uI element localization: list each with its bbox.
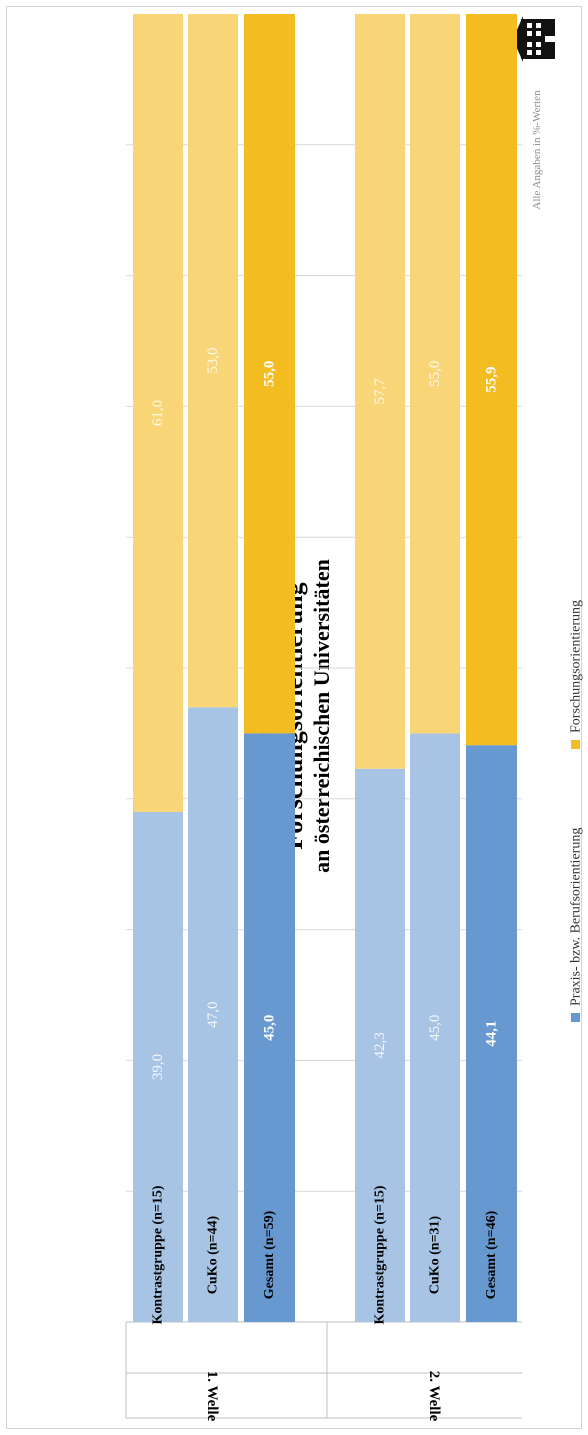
group-label: 1. Welle [204,1371,220,1422]
legend-swatch [571,1013,580,1022]
category-label: Gesamt (n=59) [262,1210,277,1299]
bar-segment-praxis [244,733,295,1322]
data-label: 55,0 [262,361,278,387]
group-label: 2. Welle [426,1371,442,1422]
bar-segment-praxis [188,707,238,1322]
bar-segment-forschung [466,14,517,746]
bar-segment-forschung [133,14,183,812]
note-text: Alle Angaben in %-Werten [531,90,543,210]
data-label: 57,7 [372,378,388,405]
category-label: CuKo (n=44) [206,1215,221,1294]
data-label: 42,3 [372,1032,388,1058]
category-label: Gesamt (n=46) [484,1210,499,1299]
data-label: 39,0 [150,1054,166,1080]
university-building-icon [515,16,555,62]
bar-segment-praxis [410,733,460,1322]
bar-segment-praxis [355,768,405,1322]
bar-segment-forschung [355,14,405,769]
data-label: 55,0 [427,361,443,387]
bar-segment-praxis [466,745,517,1322]
data-label: 45,0 [427,1015,443,1041]
data-label: 55,9 [484,366,500,392]
category-label: CuKo (n=31) [428,1215,443,1294]
legend-label: Praxis- bzw. Berufsorientierung [569,828,584,1006]
bar-segment-forschung [188,14,238,708]
legend-label: Forschungsorientierung [569,600,584,733]
legend-swatch [571,740,580,749]
bar-segment-forschung [410,14,460,734]
data-label: 47,0 [205,1001,221,1027]
data-label: 44,1 [484,1020,500,1046]
data-label: 53,0 [205,347,221,373]
data-label: 45,0 [262,1015,278,1041]
category-label: Kontrastgruppe (n=15) [151,1185,166,1324]
bar-segment-praxis [133,811,183,1322]
bar-segment-forschung [244,14,295,734]
data-label: 61,0 [150,400,166,426]
category-label: Kontrastgruppe (n=15) [373,1185,388,1324]
